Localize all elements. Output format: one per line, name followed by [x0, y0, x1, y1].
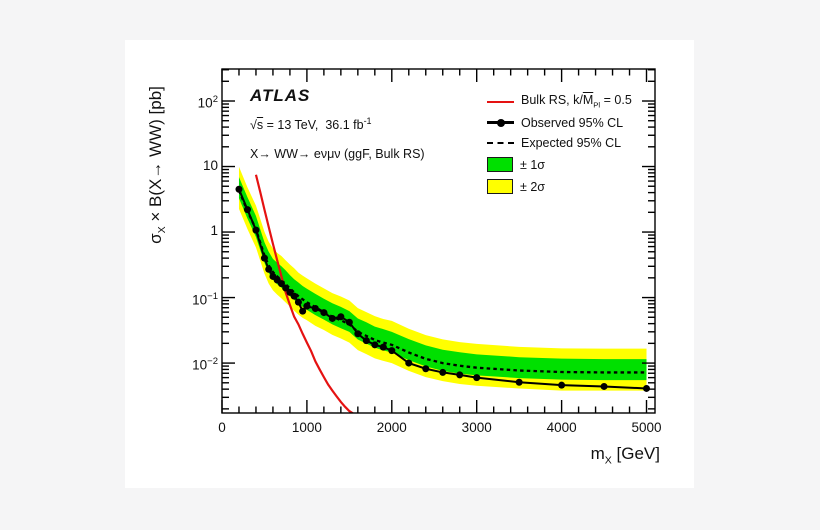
y-tick-label-10−2: 10−2	[192, 356, 218, 373]
observed-marker	[311, 305, 319, 313]
energy-lumi-label: √s = 13 TeV, 36.1 fb-1	[250, 116, 372, 132]
x-tick-label-0: 0	[218, 420, 226, 435]
observed-marker	[388, 347, 396, 355]
y-tick-label-10: 10	[202, 157, 218, 173]
sqrt-sign: √	[250, 118, 257, 133]
observed-marker	[303, 302, 311, 310]
limit-plot-svg	[221, 68, 656, 414]
theory-line-swatch	[487, 100, 514, 103]
x-tick-label-5000: 5000	[631, 420, 662, 435]
legend-label-1sigma: ± 1σ	[520, 157, 545, 172]
y-tick-label-1: 1	[210, 223, 218, 239]
observed-marker-dot	[496, 118, 505, 127]
legend-label-expected: Expected 95% CL	[521, 135, 622, 150]
legend-label-bulk-rs: Bulk RS, k/MPl = 0.5	[521, 93, 632, 110]
plot-panel: ATLAS √s = 13 TeV, 36.1 fb-1 X→ WW→ eνμν…	[125, 40, 694, 488]
x-tick-label-4000: 4000	[546, 420, 577, 435]
observed-marker	[294, 298, 302, 306]
observed-marker	[600, 382, 608, 390]
lumi-exponent: -1	[363, 116, 372, 126]
observed-marker	[320, 309, 328, 317]
y-tick-label-10−1: 10−1	[192, 290, 218, 308]
energy-lumi-text: = 13 TeV, 36.1 fb	[263, 118, 364, 133]
observed-marker	[515, 378, 523, 386]
x-tick-label-2000: 2000	[376, 420, 407, 435]
observed-marker	[243, 206, 251, 214]
observed-marker	[277, 280, 285, 288]
x-tick-label-3000: 3000	[461, 420, 492, 435]
legend-label-observed: Observed 95% CL	[521, 115, 624, 130]
observed-marker	[282, 284, 290, 292]
legend-item-2sigma: ± 2σ	[487, 178, 545, 195]
channel-label: X→ WW→ eνμν (ggF, Bulk RS)	[250, 147, 425, 161]
observed-marker	[337, 313, 345, 321]
observed-marker	[252, 226, 260, 234]
observed-marker	[354, 330, 362, 338]
x-tick-label-1000: 1000	[291, 420, 322, 435]
observed-marker	[558, 381, 566, 389]
observed-marker	[299, 307, 307, 315]
observed-marker	[235, 185, 243, 193]
observed-marker	[265, 265, 273, 273]
observed-marker	[439, 368, 447, 376]
sqrt-s: s	[256, 118, 264, 133]
y-tick-label-102: 102	[197, 94, 218, 111]
legend-item-bulk-rs: Bulk RS, k/MPl = 0.5	[487, 93, 632, 110]
observed-marker	[422, 365, 430, 373]
legend-label-2sigma: ± 2σ	[520, 179, 545, 194]
observed-marker	[379, 343, 387, 351]
expected-line-swatch	[487, 141, 514, 144]
axes-frame	[221, 68, 656, 414]
legend-item-1sigma: ± 1σ	[487, 156, 545, 173]
observed-marker	[362, 337, 370, 345]
observed-marker	[643, 384, 651, 392]
observed-marker	[371, 341, 379, 349]
observed-marker	[405, 359, 413, 367]
observed-marker	[290, 292, 298, 300]
observed-marker	[473, 374, 481, 382]
observed-marker	[328, 314, 336, 322]
one-sigma-band	[238, 177, 647, 381]
two-sigma-band	[238, 166, 647, 391]
observed-marker	[456, 371, 464, 379]
legend-item-expected: Expected 95% CL	[487, 134, 621, 151]
legend-item-observed: Observed 95% CL	[487, 114, 623, 131]
experiment-label: ATLAS	[250, 86, 311, 105]
one-sigma-band-swatch	[487, 157, 513, 172]
two-sigma-band-swatch	[487, 179, 513, 194]
observed-marker	[345, 318, 353, 326]
plot-data-layer	[235, 166, 651, 413]
x-axis-title: mX [GeV]	[590, 444, 660, 467]
observed-marker	[260, 254, 268, 262]
theory-curve	[254, 174, 355, 413]
observed-line-swatch	[487, 118, 514, 127]
